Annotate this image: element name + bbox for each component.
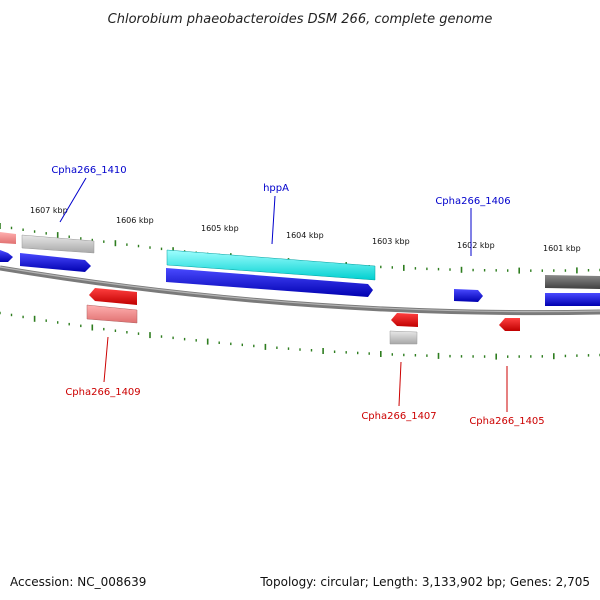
feature-hppa-highlight[interactable] (166, 249, 376, 281)
backbone-highlight (0, 266, 600, 313)
tick-label-1605: 1605 kbp (201, 224, 239, 233)
cds-forward-edge[interactable] (0, 250, 13, 262)
leader-cpha266-1407 (398, 361, 402, 407)
feature-gray-1407[interactable] (389, 330, 418, 345)
gene-label-cpha266-1407[interactable]: Cpha266_1407 (361, 411, 436, 422)
cds-cpha266-1407[interactable] (391, 313, 418, 327)
cds-forward-right[interactable] (545, 293, 600, 306)
gene-label-cpha266-1405[interactable]: Cpha266_1405 (469, 416, 544, 427)
feature-gray-1410-upper[interactable] (21, 234, 95, 254)
map-title: Chlorobium phaeobacteroides DSM 266, com… (108, 12, 493, 27)
leader-hppa (271, 195, 276, 245)
cds-hppa[interactable] (166, 268, 373, 297)
cds-cpha266-1406[interactable] (454, 289, 483, 302)
tick-label-1602: 1602 kbp (457, 241, 495, 250)
gene-label-cpha266-1409[interactable]: Cpha266_1409 (65, 387, 140, 398)
tick-label-1607: 1607 kbp (30, 206, 68, 215)
gene-label-cpha266-1410[interactable]: Cpha266_1410 (51, 165, 126, 176)
tick-label-1603: 1603 kbp (372, 237, 410, 246)
gene-label-cpha266-1406[interactable]: Cpha266_1406 (435, 196, 510, 207)
tick-label-1604: 1604 kbp (286, 231, 324, 240)
tick-label-1606: 1606 kbp (116, 216, 154, 225)
genome-summary-text: Topology: circular; Length: 3,133,902 bp… (259, 575, 590, 589)
feature-pink-1409[interactable] (86, 304, 138, 324)
leader-cpha266-1409 (103, 336, 109, 383)
leader-cpha266-1410 (59, 177, 87, 223)
cds-cpha266-1409[interactable] (89, 288, 137, 305)
genome-backbone (0, 265, 600, 316)
gene-label-hppa[interactable]: hppA (263, 183, 289, 194)
tick-label-1601: 1601 kbp (543, 244, 581, 253)
cds-cpha266-1405[interactable] (499, 318, 520, 331)
accession-text: Accession: NC_008639 (10, 575, 146, 589)
feature-dark-gray-right[interactable] (545, 275, 600, 289)
cds-cpha266-1410[interactable] (20, 253, 91, 272)
inner-tick-ring (0, 311, 600, 360)
feature-pink-edge[interactable] (0, 232, 16, 244)
